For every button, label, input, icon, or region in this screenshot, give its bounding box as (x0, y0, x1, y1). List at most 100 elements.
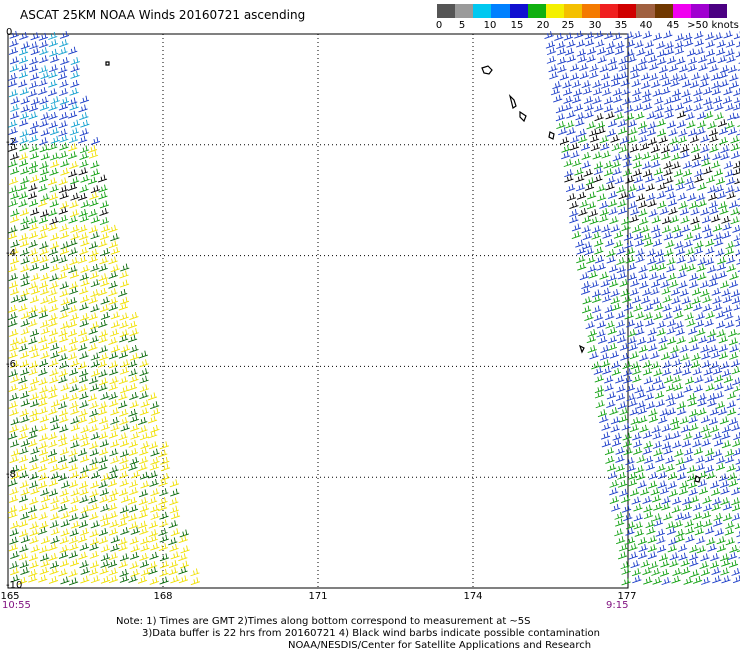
wind-barb (19, 192, 28, 199)
wind-barb (722, 369, 731, 376)
wind-barb (699, 63, 708, 70)
wind-barb (657, 263, 666, 270)
right-swath-wind-barbs (545, 31, 740, 585)
wind-barb (71, 193, 80, 200)
wind-barb (713, 233, 722, 240)
wind-barb (111, 345, 120, 352)
wind-barb (80, 528, 89, 535)
wind-barb (89, 192, 98, 199)
wind-barb (732, 367, 740, 374)
wind-barb (659, 65, 668, 72)
wind-barb (674, 311, 683, 318)
wind-barb (40, 343, 49, 350)
wind-barb (160, 561, 169, 568)
wind-barb (634, 514, 643, 521)
wind-barb (605, 239, 614, 246)
wind-barb (664, 161, 673, 168)
wind-barb (648, 481, 657, 488)
wind-barb (21, 311, 30, 318)
wind-barb (577, 192, 586, 199)
wind-barb (51, 536, 60, 543)
wind-barb (724, 375, 733, 382)
wind-barb (30, 73, 39, 80)
wind-barb (593, 175, 602, 182)
wind-barb (19, 455, 28, 462)
wind-barb (617, 247, 626, 254)
wind-barb (624, 241, 633, 248)
wind-barb (638, 121, 647, 128)
wind-barb (689, 559, 698, 566)
note-line-1: Note: 1) Times are GMT 2)Times along bot… (116, 616, 531, 628)
wind-barb (690, 80, 699, 87)
wind-barb (600, 143, 609, 150)
island-outline (106, 62, 109, 65)
wind-barb (130, 424, 139, 431)
wind-barb (611, 289, 620, 296)
wind-barb (130, 328, 139, 335)
wind-barb (697, 120, 706, 127)
wind-barb (100, 513, 109, 520)
wind-barb (50, 160, 59, 167)
wind-barb (100, 392, 109, 399)
wind-barb (717, 544, 726, 551)
wind-barb (18, 80, 27, 87)
wind-barb (563, 103, 572, 110)
wind-barb (39, 359, 48, 366)
wind-barb (647, 111, 656, 118)
wind-barb (705, 448, 714, 455)
wind-barb (719, 352, 728, 359)
wind-barb (718, 271, 727, 278)
wind-barb (606, 41, 615, 48)
wind-barb (615, 112, 624, 119)
wind-barb (627, 184, 636, 191)
wind-barb (659, 73, 668, 80)
wind-barb (79, 168, 88, 175)
wind-barb (628, 336, 637, 343)
wind-barb (606, 321, 615, 328)
wind-barb (583, 87, 592, 94)
wind-barb (703, 496, 712, 503)
wind-barb (59, 463, 68, 470)
wind-barb (683, 161, 692, 168)
wind-barb (50, 464, 59, 471)
wind-barb (584, 169, 593, 176)
wind-barb (567, 193, 576, 200)
wind-barb (50, 368, 59, 375)
wind-barb (80, 239, 89, 246)
wind-barb (658, 416, 667, 423)
wind-barb (169, 498, 178, 505)
wind-barb (109, 368, 118, 375)
wind-barb (88, 209, 97, 216)
wind-barb (49, 313, 58, 320)
wind-barb (630, 215, 639, 222)
wind-barb (636, 472, 645, 479)
wind-barb (653, 376, 662, 383)
wind-barb (19, 71, 28, 78)
wind-barb (721, 575, 730, 582)
wind-barb (698, 336, 707, 343)
wind-barb (705, 375, 714, 382)
wind-barb (79, 351, 88, 358)
wind-barb (674, 520, 683, 527)
wind-barb (657, 201, 666, 208)
wind-barb (638, 407, 647, 414)
wind-barb (630, 351, 639, 358)
wind-barb (565, 48, 574, 55)
wind-barb (648, 536, 657, 543)
wind-barb (626, 320, 635, 327)
wind-barb (91, 353, 100, 360)
wind-barb (719, 344, 728, 351)
wind-barb (672, 568, 681, 575)
wind-barb (29, 199, 38, 206)
wind-barb (626, 522, 635, 529)
wind-barb (20, 129, 29, 136)
wind-barb (628, 136, 637, 143)
wind-barb (19, 553, 28, 560)
wind-barb (630, 145, 639, 152)
wind-barb (712, 576, 721, 583)
wind-barb (651, 145, 660, 152)
wind-barb (80, 295, 89, 302)
wind-barb (675, 391, 684, 398)
wind-barb (625, 113, 634, 120)
wind-barb (98, 401, 107, 408)
